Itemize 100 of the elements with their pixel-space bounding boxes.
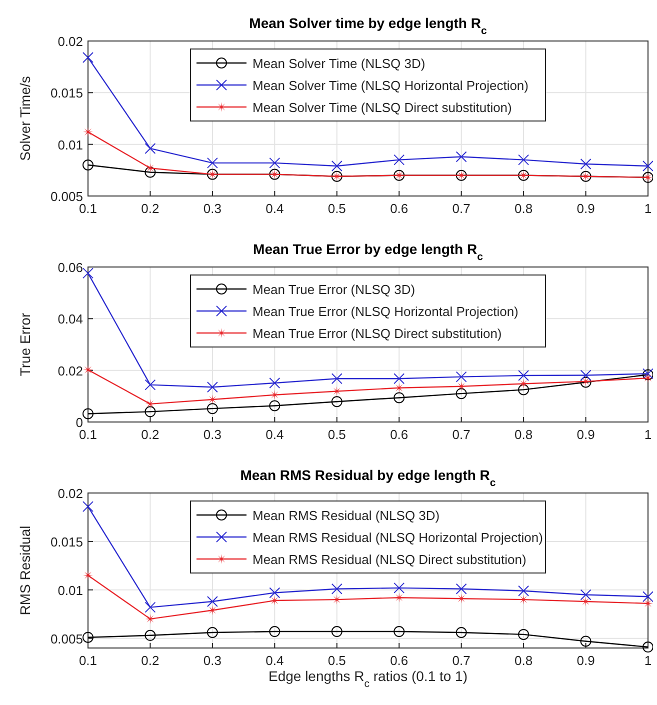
x-tick-label: 0.2 <box>141 653 160 668</box>
y-tick-label: 0.005 <box>50 189 83 204</box>
legend-label: Mean True Error (NLSQ Horizontal Projection) <box>252 304 518 319</box>
point <box>144 630 156 641</box>
x-tick-label: 0.6 <box>390 201 408 216</box>
x-tick-label: 0.7 <box>452 653 470 668</box>
point <box>642 591 653 602</box>
point <box>580 589 592 600</box>
point <box>270 390 280 400</box>
point <box>394 373 405 384</box>
chart-title: Mean Solver time by edge length R$_{c}$ <box>249 15 487 37</box>
point <box>269 157 280 168</box>
y-tick-label: 0.06 <box>58 260 83 275</box>
point <box>269 626 280 638</box>
point <box>144 602 156 613</box>
x-tick-label: 0.7 <box>452 427 470 442</box>
y-tick-label: 0.02 <box>58 363 83 378</box>
point <box>518 628 530 640</box>
y-tick-label: 0.02 <box>58 34 83 49</box>
legend-label: Mean Solver Time (NLSQ 3D) <box>252 56 426 71</box>
point <box>269 400 280 412</box>
point <box>331 583 342 594</box>
chart-title: Mean RMS Residual by edge length R$_{c}$ <box>240 467 496 489</box>
point <box>144 166 156 178</box>
point <box>394 582 405 594</box>
x-tick-label: 0.4 <box>266 201 284 216</box>
point <box>269 587 280 598</box>
point <box>331 396 342 408</box>
point <box>145 614 156 624</box>
point <box>206 403 218 414</box>
y-tick-label: 0.005 <box>50 631 83 646</box>
point <box>145 398 156 409</box>
x-tick-label: 0.4 <box>266 653 284 668</box>
point <box>642 160 653 172</box>
point <box>518 384 530 396</box>
x-tick-label: 0.3 <box>203 201 222 216</box>
point <box>82 632 94 643</box>
point <box>82 408 94 420</box>
x-tick-label: 0.5 <box>328 427 346 442</box>
point <box>394 392 405 404</box>
legend-label: Mean Solver Time (NLSQ Direct substitution) <box>252 100 512 115</box>
legend-label: Mean Solver Time (NLSQ Horizontal Projection) <box>252 78 528 93</box>
point <box>83 364 93 375</box>
x-tick-label: 0.4 <box>266 427 284 442</box>
point <box>331 626 342 638</box>
y-axis-title: Solver Time/s <box>17 76 33 161</box>
point <box>580 370 592 381</box>
point <box>144 379 156 390</box>
point <box>206 596 218 607</box>
point <box>83 570 93 580</box>
x-tick-label: 0.5 <box>328 201 346 216</box>
y-tick-label: 0.015 <box>50 534 83 550</box>
point <box>206 627 218 638</box>
point <box>144 142 156 154</box>
point <box>456 151 467 162</box>
x-tick-label: 0.2 <box>141 427 160 442</box>
legend-label: Mean True Error (NLSQ 3D) <box>252 282 416 297</box>
point <box>456 381 466 392</box>
point <box>206 382 218 393</box>
point <box>270 596 280 606</box>
point <box>207 394 218 405</box>
point <box>269 377 280 388</box>
point <box>394 154 405 166</box>
point <box>518 154 530 166</box>
x-tick-label: 0.1 <box>78 653 98 668</box>
point <box>83 126 93 137</box>
legend-label: Mean RMS Residual (NLSQ Horizontal Projection) <box>252 530 543 545</box>
x-tick-label: 1 <box>644 653 652 668</box>
x-tick-label: 0.8 <box>514 201 533 216</box>
point <box>642 642 653 653</box>
x-tick-label: 0.1 <box>78 201 98 216</box>
point <box>456 627 467 638</box>
x-tick-label: 0.3 <box>203 427 222 442</box>
point <box>580 636 592 647</box>
y-tick-label: 0 <box>76 415 83 430</box>
legend-label: Mean RMS Residual (NLSQ Direct substitution) <box>252 552 526 567</box>
x-tick-label: 0.9 <box>576 653 595 668</box>
x-tick-label: 0.8 <box>514 427 533 442</box>
point <box>643 373 653 384</box>
y-axis-title: True Error <box>17 312 33 376</box>
x-tick-label: 0.5 <box>328 653 346 668</box>
point <box>518 585 530 596</box>
point <box>580 596 591 606</box>
point <box>456 371 467 382</box>
x-tick-label: 0.9 <box>576 427 595 442</box>
point <box>82 52 94 64</box>
y-tick-label: 0.01 <box>58 137 83 152</box>
point <box>394 626 405 638</box>
y-axis-title: RMS Residual <box>17 526 33 616</box>
x-tick-label: 1 <box>644 201 652 216</box>
x-tick-label: 0.6 <box>390 653 408 668</box>
y-tick-label: 0.04 <box>58 312 83 327</box>
x-tick-label: 1 <box>644 427 652 442</box>
point <box>518 370 530 381</box>
point <box>145 163 156 174</box>
point <box>580 158 592 170</box>
point <box>207 605 218 616</box>
y-tick-label: 0.015 <box>50 86 83 101</box>
point <box>331 373 342 384</box>
x-tick-label: 0.6 <box>390 427 408 442</box>
